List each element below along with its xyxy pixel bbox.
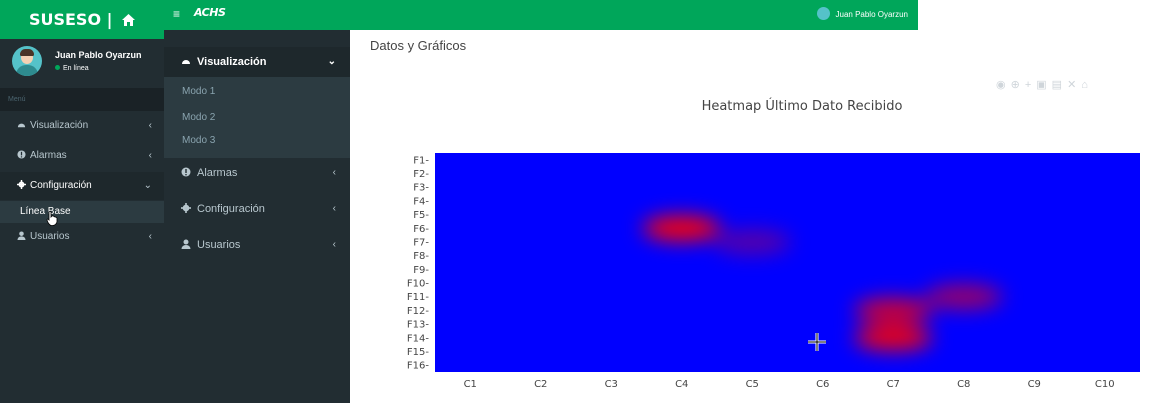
y-tick-label: F16- (407, 361, 429, 372)
menu-header: Menú (0, 88, 164, 111)
user-avatar-icon (816, 7, 830, 20)
status-dot-icon (55, 65, 60, 70)
autoscale-icon[interactable]: ✕ (1067, 79, 1082, 91)
top-navbar: ≡ ACHS Juan Pablo Oyarzun (164, 0, 918, 30)
hamburger-menu-icon[interactable]: ≡ (173, 7, 181, 21)
sidebar2-item-configuracion[interactable]: Configuración ‹ (164, 194, 350, 224)
y-tick-label: F10- (407, 279, 429, 290)
user-icon (181, 239, 191, 249)
pan-icon[interactable]: + (1024, 79, 1037, 91)
y-tick-label: F7- (413, 237, 429, 248)
y-tick-label: F12- (407, 306, 429, 317)
y-tick-label: F8- (413, 251, 429, 262)
heatmap-hotspot-C8-F11 (924, 284, 1003, 310)
user-avatar-icon (12, 46, 42, 76)
home-icon[interactable]: ⌂ (1081, 79, 1093, 91)
sidebar2-item-alarmas[interactable]: Alarmas ‹ (164, 158, 350, 188)
heatmap-background (435, 153, 1140, 372)
sidebar2-item-usuarios[interactable]: Usuarios ‹ (164, 230, 350, 260)
sidebar-item-visualizacion[interactable]: Visualización ‹ (0, 112, 164, 140)
chevron-left-icon: ‹ (148, 120, 152, 131)
sidebar-item-usuarios[interactable]: Usuarios ‹ (0, 223, 164, 251)
x-tick-label: C4 (675, 379, 688, 390)
heatmap-hotspot-C7-F14 (854, 325, 933, 351)
y-tick-label: F9- (413, 265, 429, 276)
crosshair-cursor-icon (808, 333, 826, 351)
user-panel: Juan Pablo Oyarzun En línea (0, 39, 164, 84)
user-status: En línea (55, 65, 89, 72)
y-tick-label: F5- (413, 210, 429, 221)
sidebar2-item-visualizacion[interactable]: Visualización ⌄ (164, 47, 350, 77)
brand-title: SUSESO | (28, 10, 113, 29)
dashboard-icon (17, 123, 26, 128)
x-tick-label: C1 (464, 379, 477, 390)
submenu-modo-2[interactable]: Modo 2 (182, 112, 216, 123)
x-tick-label: C10 (1095, 379, 1115, 390)
x-tick-label: C5 (746, 379, 759, 390)
x-tick-label: C7 (887, 379, 900, 390)
gear-icon (181, 203, 191, 213)
hand-cursor-icon (46, 211, 58, 226)
zoom-out-icon[interactable]: ▤ (1051, 79, 1068, 91)
alert-icon (17, 150, 26, 159)
x-tick-label: C3 (605, 379, 618, 390)
secondary-sidebar: Visualización ⌄ Modo 1 Modo 2 Modo 3 Ala… (164, 30, 350, 403)
heatmap-hotspot-C4-F6 (642, 215, 721, 241)
zoom-icon[interactable]: ⊕ (1010, 79, 1025, 91)
plot-modebar: ◉⊕+▣▤✕⌂ (996, 78, 1093, 91)
gear-icon (17, 180, 26, 189)
user-icon (17, 231, 26, 240)
chevron-left-icon: ‹ (148, 231, 152, 242)
visualizacion-submenu: Modo 1 Modo 2 Modo 3 (164, 77, 350, 158)
user-name: Juan Pablo Oyarzun (55, 50, 142, 60)
chevron-left-icon: ‹ (332, 167, 336, 178)
sidebar-item-alarmas[interactable]: Alarmas ‹ (0, 142, 164, 170)
x-tick-label: C9 (1028, 379, 1041, 390)
y-tick-label: F1- (413, 155, 429, 166)
submenu-modo-1[interactable]: Modo 1 (182, 86, 216, 97)
y-tick-label: F4- (413, 196, 429, 207)
alert-icon (181, 167, 191, 177)
page-title: Datos y Gráficos (370, 38, 467, 53)
heatmap-hotspot-C5-F7 (713, 229, 792, 255)
y-tick-label: F15- (407, 347, 429, 358)
y-tick-label: F2- (413, 169, 429, 180)
chevron-left-icon: ‹ (148, 150, 152, 161)
home-icon (122, 14, 136, 26)
y-tick-label: F11- (407, 292, 429, 303)
submenu-modo-3[interactable]: Modo 3 (182, 135, 216, 146)
sidebar-subitem-linea-base[interactable]: Línea Base (0, 201, 164, 223)
x-tick-label: C6 (816, 379, 829, 390)
brand-logo[interactable]: SUSESO | (0, 0, 164, 39)
sidebar-item-configuracion[interactable]: Configuración ⌄ (0, 172, 164, 200)
x-tick-label: C8 (957, 379, 970, 390)
chevron-down-icon: ⌄ (327, 56, 336, 67)
x-tick-label: C2 (534, 379, 547, 390)
chevron-left-icon: ‹ (332, 203, 336, 214)
heatmap-title: Heatmap Último Dato Recibido (701, 99, 903, 114)
y-tick-label: F6- (413, 224, 429, 235)
achs-logo: ACHS (194, 6, 226, 19)
heatmap-hotspot-C7-F12 (854, 298, 933, 323)
chevron-down-icon: ⌄ (143, 180, 152, 191)
dashboard-icon (182, 60, 190, 64)
y-tick-label: F3- (413, 183, 429, 194)
camera-icon[interactable]: ◉ (996, 79, 1011, 91)
heatmap-chart[interactable]: F1- F2- F3- F4- F5- F6- F7- F8- F9- F10- F11- F12- F… (370, 140, 1140, 400)
chevron-left-icon: ‹ (332, 239, 336, 250)
y-tick-label: F14- (407, 333, 429, 344)
zoom-in-icon[interactable]: ▣ (1036, 79, 1052, 91)
y-tick-label: F13- (407, 320, 429, 331)
navbar-user-menu[interactable]: Juan Pablo Oyarzun (816, 7, 908, 20)
